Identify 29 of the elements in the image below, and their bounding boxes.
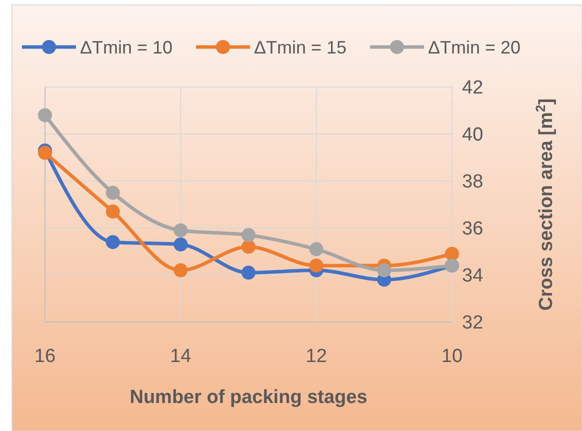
legend-label: ΔTmin = 15 [254, 37, 347, 58]
point [309, 242, 324, 256]
point [377, 263, 392, 278]
x-tick-label: 12 [306, 346, 327, 367]
y-tick-label: 32 [462, 312, 484, 334]
x-tick-label: 14 [170, 346, 192, 367]
y-tick-label: 36 [462, 218, 484, 240]
y-tick-label: 34 [462, 266, 484, 287]
point [174, 237, 188, 252]
point [38, 146, 52, 160]
point [445, 246, 459, 261]
x-axis-title: Number of packing stages [130, 387, 368, 408]
point [38, 108, 52, 122]
y-tick-label: 38 [462, 172, 484, 193]
y-tick-label: 42 [462, 78, 484, 99]
point [174, 263, 188, 278]
point [242, 266, 256, 280]
point [174, 223, 188, 238]
point [106, 186, 120, 200]
point [106, 235, 120, 250]
point [242, 228, 256, 242]
legend-label: ΔTmin = 10 [80, 37, 173, 58]
legend-label: ΔTmin = 20 [428, 37, 521, 58]
point [309, 258, 324, 273]
point [242, 240, 256, 254]
x-tick-label: 10 [441, 346, 463, 367]
y-tick-label: 40 [462, 124, 484, 146]
point [106, 204, 120, 219]
x-tick-label: 16 [34, 346, 56, 367]
